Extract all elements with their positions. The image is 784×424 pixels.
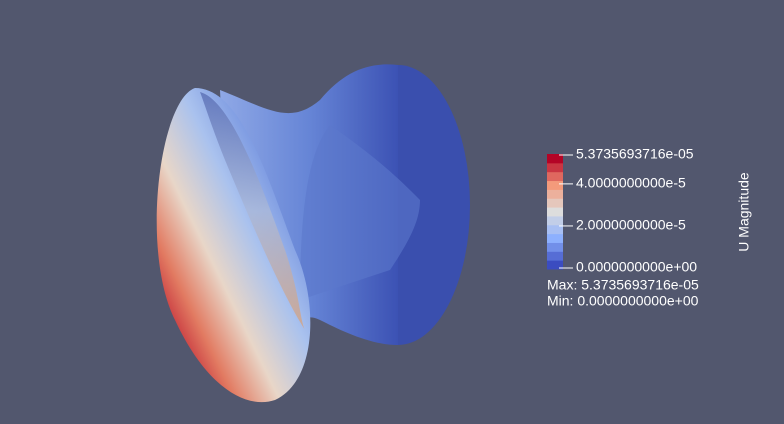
color-legend: 5.3735693716e-05 4.0000000000e-5 2.0000000… — [547, 146, 697, 275]
color-band — [547, 171, 563, 182]
mesh-render — [156, 64, 470, 403]
max-label: Max: 5.3735693716e-05 — [547, 277, 699, 293]
neck-band — [300, 125, 420, 300]
color-band — [547, 154, 563, 164]
tick-label: 4.0000000000e-5 — [576, 175, 686, 191]
color-band — [547, 215, 563, 226]
tick-label: 2.0000000000e-5 — [576, 217, 686, 233]
color-band — [547, 207, 563, 217]
color-band — [547, 180, 563, 190]
color-band — [547, 242, 563, 252]
left-flare — [156, 88, 311, 403]
colorbar-title: U Magnitude — [736, 172, 752, 252]
color-band — [547, 233, 563, 243]
color-band — [547, 251, 563, 261]
tick-label: 0.0000000000e+00 — [576, 259, 697, 275]
color-band — [547, 162, 563, 173]
color-band — [547, 198, 563, 208]
color-band — [547, 224, 563, 235]
min-label: Min: 0.0000000000e+00 — [547, 293, 699, 309]
color-band — [547, 189, 563, 199]
flare-inner — [200, 92, 305, 330]
color-band — [547, 260, 563, 270]
tick-label: 5.3735693716e-05 — [576, 146, 694, 162]
